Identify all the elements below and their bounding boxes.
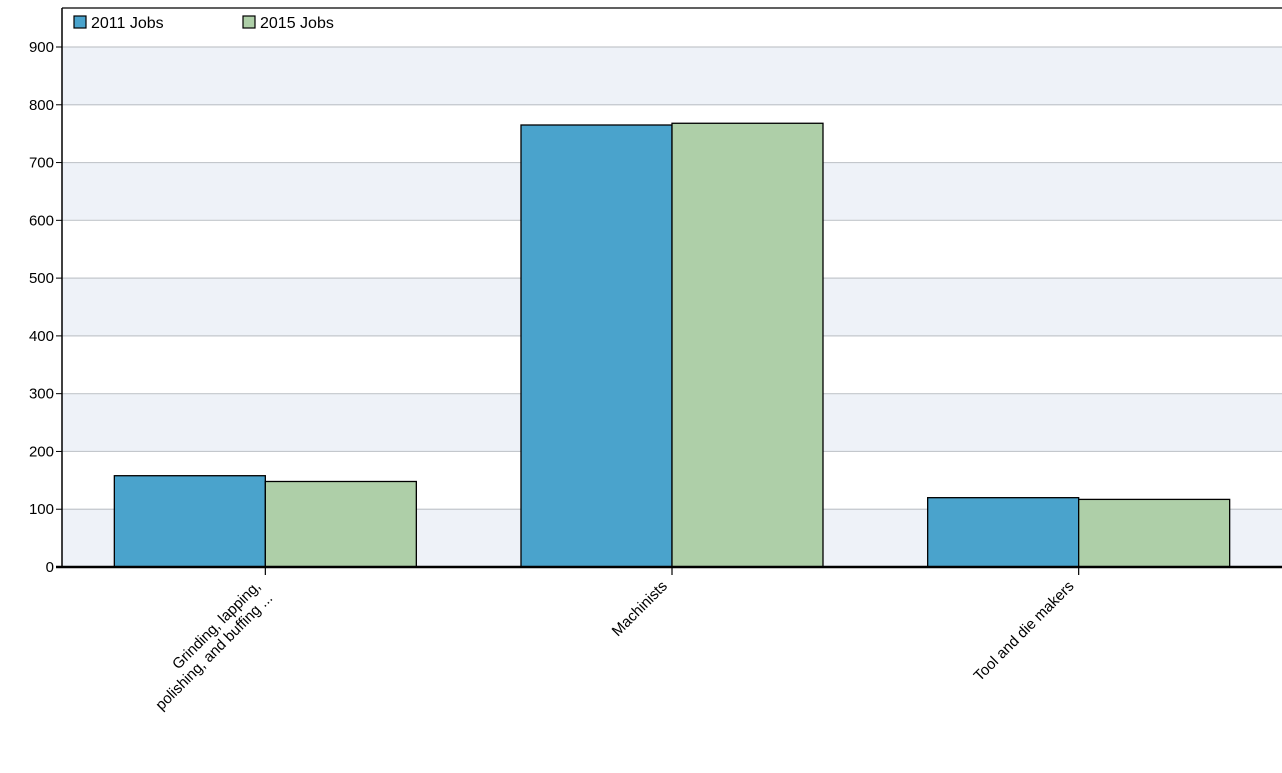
plot-band bbox=[62, 8, 1282, 47]
legend-label-1: 2015 Jobs bbox=[260, 15, 334, 32]
legend-swatch-1 bbox=[242, 15, 256, 29]
y-tick-label: 900 bbox=[29, 39, 54, 56]
y-tick-label: 200 bbox=[29, 443, 54, 460]
y-tick-label: 100 bbox=[29, 501, 54, 518]
x-category-label-line: Tool and die makers bbox=[971, 578, 1078, 685]
x-category-label-line: polishing, and buffing ... bbox=[152, 590, 276, 714]
bar-2015-jobs-1 bbox=[671, 122, 824, 568]
bar-2015-jobs-0 bbox=[264, 480, 417, 568]
legend-swatch-0 bbox=[73, 15, 87, 29]
bar-2011-jobs-1 bbox=[520, 124, 673, 568]
y-tick-labels: 0 100 200 300 400 500 600 700 800 900 bbox=[29, 39, 54, 576]
axes bbox=[56, 7, 1282, 575]
x-category-label: Machinists bbox=[609, 578, 671, 640]
y-tick-label: 500 bbox=[29, 270, 54, 287]
y-tick-label: 300 bbox=[29, 386, 54, 403]
legend: 2011 Jobs 2015 Jobs bbox=[73, 15, 334, 32]
bars bbox=[113, 122, 1231, 568]
x-category-label: Tool and die makers bbox=[971, 578, 1078, 685]
x-category-label-text: Machinists bbox=[609, 578, 671, 640]
y-tick-label: 600 bbox=[29, 212, 54, 229]
y-tick-label: 700 bbox=[29, 155, 54, 172]
x-category-label: Grinding, lapping,polishing, and buffing… bbox=[140, 578, 276, 714]
x-category-label-line: Machinists bbox=[609, 578, 671, 640]
y-tick-label: 0 bbox=[46, 559, 54, 576]
y-tick-label: 400 bbox=[29, 328, 54, 345]
y-tick-label: 800 bbox=[29, 97, 54, 114]
x-category-label-text: Tool and die makers bbox=[971, 578, 1078, 685]
plot-band bbox=[62, 47, 1282, 105]
x-category-label-text: Grinding, lapping,polishing, and buffing… bbox=[140, 578, 276, 714]
bar-2011-jobs-2 bbox=[927, 497, 1080, 568]
legend-label-0: 2011 Jobs bbox=[91, 15, 164, 32]
bar-2015-jobs-2 bbox=[1078, 498, 1231, 568]
bar-2011-jobs-0 bbox=[113, 475, 266, 568]
x-category-labels: Grinding, lapping,polishing, and buffing… bbox=[140, 578, 1078, 714]
